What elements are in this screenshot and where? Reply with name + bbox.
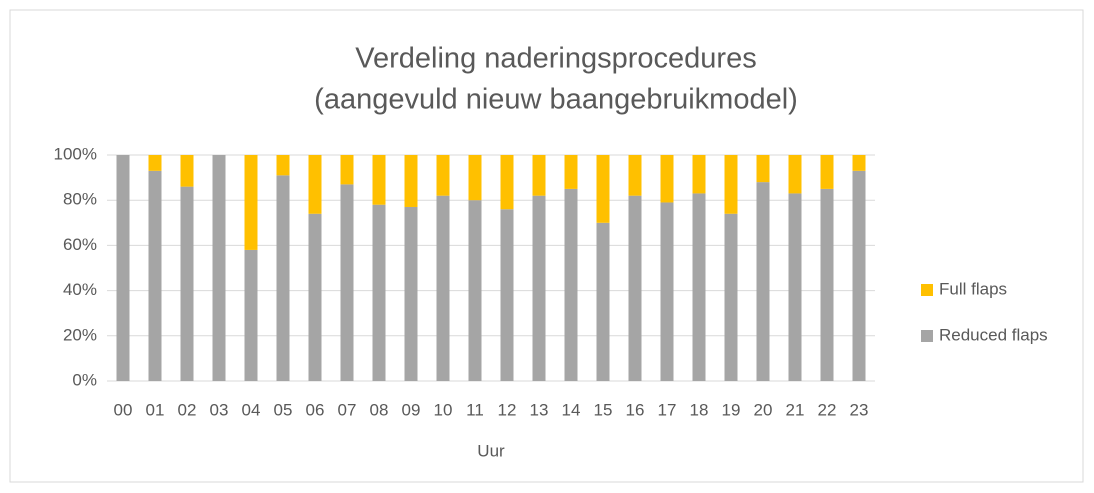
legend-swatch [921,284,933,296]
bar-segment [372,204,386,381]
bar-segment [308,155,322,214]
bar-segment [180,155,194,187]
bar-segment [532,155,546,196]
bar-segment [468,155,482,201]
bar-segment [628,195,642,381]
x-tick-label: 10 [434,400,453,419]
bar-segment [596,155,610,223]
x-tick-label: 12 [498,400,517,419]
bar-segment [724,213,738,381]
legend-label: Reduced flaps [939,325,1048,344]
y-tick-label: 60% [63,235,97,254]
bar-segment [372,155,386,205]
bar-segment [756,155,770,183]
bar-segment [692,155,706,194]
x-tick-label: 17 [658,400,677,419]
legend-swatch [921,330,933,342]
bar-segment [564,188,578,381]
x-tick-label: 06 [306,400,325,419]
y-tick-label: 0% [72,370,97,389]
bar-segment [756,182,770,381]
x-tick-label: 23 [850,400,869,419]
legend-label: Full flaps [939,279,1007,298]
bar-segment [596,222,610,381]
bar-segment [244,249,258,381]
x-axis-label: Uur [477,441,505,460]
bar-segment [308,213,322,381]
bar-segment [180,186,194,381]
x-tick-label: 19 [722,400,741,419]
bar-segment [436,155,450,196]
x-tick-label: 21 [786,400,805,419]
x-tick-label: 00 [114,400,133,419]
x-tick-label: 14 [562,400,581,419]
x-tick-label: 11 [466,400,484,419]
bar-segment [628,155,642,196]
chart-title: Verdeling naderingsprocedures [355,43,756,75]
x-tick-label: 04 [242,400,261,419]
bar-segment [276,175,290,381]
y-tick-label: 100% [54,144,97,163]
x-tick-label: 18 [690,400,709,419]
bar-segment [148,155,162,171]
x-tick-label: 03 [210,400,229,419]
x-tick-label: 15 [594,400,613,419]
bar-segment [468,200,482,381]
x-tick-label: 09 [402,400,421,419]
y-tick-label: 80% [63,190,97,209]
bar-segment [404,155,418,207]
bar-segment [244,155,258,250]
bar-segment [148,170,162,381]
bar-segment [852,170,866,381]
bar-segment [788,193,802,381]
bar-segment [820,155,834,189]
y-tick-label: 20% [63,325,97,344]
bar-segment [500,209,514,381]
bar-segment [532,195,546,381]
bar-segment [660,202,674,381]
bar-segment [852,155,866,171]
chart-title: (aangevuld nieuw baangebruikmodel) [314,84,798,116]
y-tick-label: 40% [63,280,97,299]
x-tick-label: 01 [146,400,165,419]
x-tick-label: 07 [338,400,357,419]
bar-segment [500,155,514,210]
bar-segment [564,155,578,189]
x-tick-label: 20 [754,400,773,419]
x-tick-label: 08 [370,400,389,419]
bar-segment [820,188,834,381]
bar-segment [404,206,418,381]
bar-segment [660,155,674,203]
bar-segment [436,195,450,381]
x-tick-label: 16 [626,400,645,419]
bar-segment [276,155,290,176]
x-tick-label: 13 [530,400,549,419]
bar-segment [788,155,802,194]
bar-segment [116,155,130,381]
x-tick-label: 22 [818,400,837,419]
bar-segment [724,155,738,214]
x-tick-label: 02 [178,400,197,419]
bar-segment [340,184,354,381]
x-tick-label: 05 [274,400,293,419]
bar-segment [340,155,354,185]
bar-segment [212,155,226,381]
bar-segment [692,193,706,381]
